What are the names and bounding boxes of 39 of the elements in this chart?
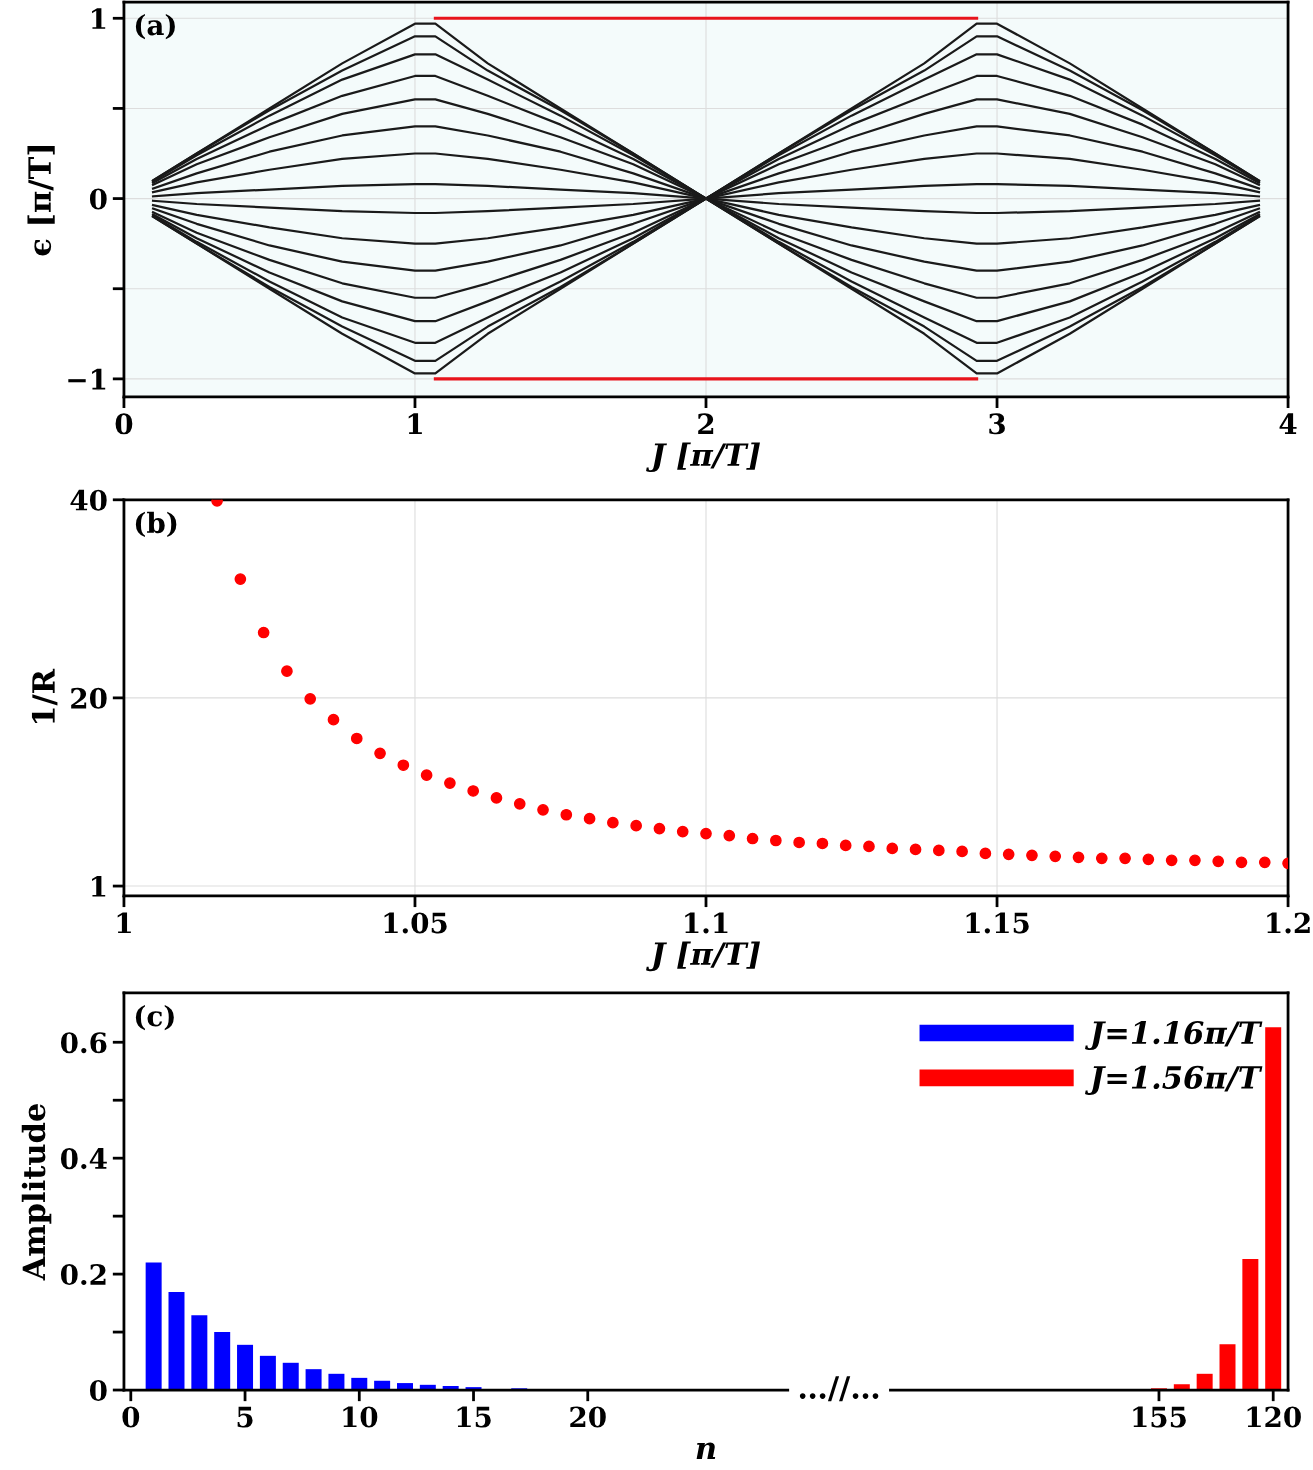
x-tick-label: 1.15: [966, 912, 1029, 934]
y-axis-title: 1/R: [31, 668, 58, 724]
y-tick-label: 0: [89, 1379, 107, 1401]
x-tick-label: 10: [343, 1406, 378, 1428]
x-tick-label: 2: [698, 413, 714, 434]
x-tick-label: 1: [408, 413, 422, 434]
x-tick-label: 20: [570, 1406, 606, 1428]
x-tick-label: 155: [1133, 1406, 1186, 1428]
legend-label: J=1.16π/T: [1085, 1021, 1263, 1051]
x-tick-label: 1.05: [384, 912, 447, 934]
x-tick-label: 1: [117, 912, 131, 934]
annotation: (a): [135, 13, 175, 40]
annotation: (b): [135, 511, 177, 538]
x-tick-label: 5: [237, 1406, 253, 1428]
y-axis-title: ϵ [π/T]: [27, 146, 55, 256]
y-tick-label: 0: [89, 188, 107, 210]
y-tick-label: −1: [68, 368, 106, 390]
x-axis-title: J [π/T]: [646, 941, 760, 972]
y-tick-label: 1: [92, 876, 106, 897]
x-tick-label: 120: [1247, 1406, 1301, 1428]
y-tick-label: 20: [71, 687, 107, 709]
x-axis-title: n: [696, 1442, 716, 1459]
y-tick-label: 0.6: [60, 1032, 107, 1054]
y-axis-title: Amplitude: [21, 1104, 52, 1281]
y-tick-label: 40: [70, 489, 107, 511]
x-tick-label: 0: [115, 413, 133, 435]
y-tick-label: 0.2: [60, 1264, 106, 1286]
y-tick-label: 0.4: [60, 1148, 107, 1170]
y-tick-label: 1: [92, 8, 106, 29]
x-tick-label: 1.1: [685, 912, 728, 934]
legend-label: J=1.56π/T: [1085, 1065, 1263, 1095]
x-axis-title: J [π/T]: [646, 442, 760, 473]
annotation: …//…: [799, 1376, 879, 1402]
x-tick-label: 15: [457, 1406, 491, 1428]
x-tick-label: 3: [989, 413, 1005, 435]
x-tick-label: 0: [122, 1406, 140, 1428]
annotation: (c): [135, 1004, 174, 1031]
x-tick-label: 4: [1279, 413, 1297, 434]
x-tick-label: 1.2: [1267, 912, 1310, 934]
